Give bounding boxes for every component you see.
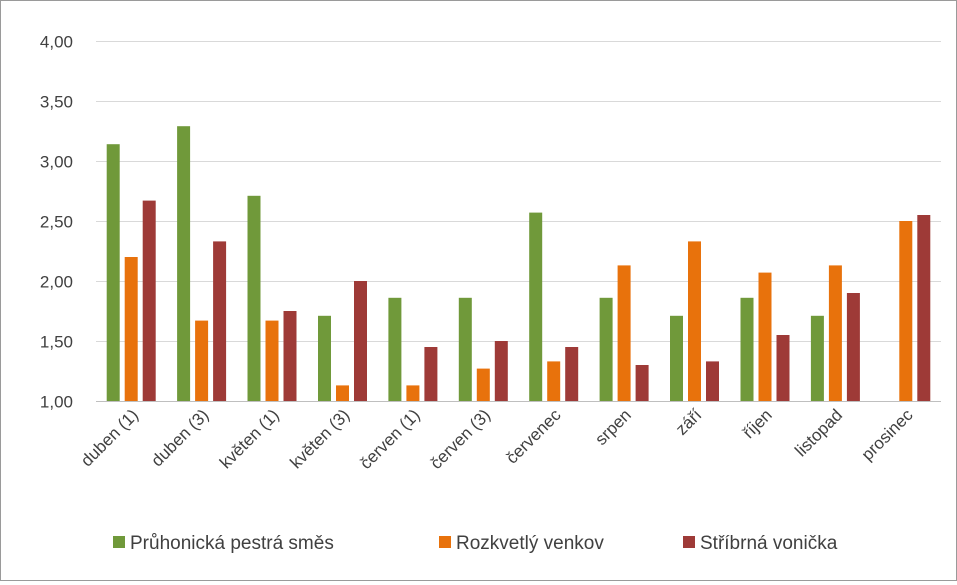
bar — [758, 272, 772, 401]
bar — [318, 315, 331, 401]
x-category-label: prosinec — [858, 405, 917, 464]
bar — [476, 368, 490, 401]
y-tick-label: 1,00 — [40, 393, 73, 412]
bar — [706, 361, 719, 401]
legend-label: Rozkvetlý venkov — [456, 533, 604, 554]
x-category-label: červenec — [502, 405, 565, 468]
x-category-label: červen (3) — [427, 405, 495, 473]
legend-label: Stříbrná vonička — [700, 533, 838, 554]
x-category-label: duben (3) — [148, 405, 213, 470]
bar — [599, 297, 613, 401]
legend-item: Průhonická pestrá směs — [113, 533, 334, 554]
bar — [247, 195, 261, 401]
bar — [740, 297, 754, 401]
bar — [354, 281, 367, 401]
x-category-label: listopad — [791, 405, 846, 460]
bar — [547, 361, 561, 401]
bar — [529, 212, 543, 401]
y-tick-label: 4,00 — [40, 33, 73, 52]
x-category-label: červen (1) — [356, 405, 424, 473]
gridlines — [96, 41, 941, 342]
y-tick-label: 3,00 — [40, 153, 73, 172]
bar — [177, 126, 191, 401]
x-category-label: září — [672, 405, 706, 439]
bar — [195, 320, 209, 401]
y-tick-label: 1,50 — [40, 333, 73, 352]
x-category-label: květen (1) — [216, 405, 283, 472]
bar — [494, 341, 508, 401]
bar — [388, 297, 402, 401]
legend-item: Rozkvetlý venkov — [439, 533, 604, 554]
y-axis-ticks: 1,00 1,50 2,00 2,50 3,00 3,50 4,00 — [40, 33, 73, 412]
bar — [458, 297, 472, 401]
legend-label: Průhonická pestrá směs — [130, 533, 334, 554]
bar — [283, 311, 297, 401]
bar — [617, 265, 631, 401]
x-category-label: květen (3) — [286, 405, 353, 472]
legend-swatch — [113, 536, 125, 548]
bar — [917, 215, 931, 401]
bar — [688, 241, 701, 401]
legend: Průhonická pestrá směs Rozkvetlý venkov St… — [113, 533, 838, 554]
bar — [635, 365, 649, 401]
bar — [828, 265, 842, 401]
bar — [424, 347, 438, 401]
legend-item: Stříbrná vonička — [683, 533, 838, 554]
bar — [406, 385, 420, 401]
legend-swatch — [683, 536, 695, 548]
bar — [265, 320, 279, 401]
x-category-label: duben (1) — [77, 405, 142, 470]
bar — [670, 315, 683, 401]
bar — [810, 315, 824, 401]
bar — [142, 200, 156, 401]
x-axis-labels: duben (1) duben (3) květen (1) květen (3) če… — [77, 405, 917, 473]
bar — [336, 385, 349, 401]
bar — [565, 347, 579, 401]
bar — [213, 241, 227, 401]
y-tick-label: 2,00 — [40, 273, 73, 292]
bar — [776, 335, 790, 401]
bars — [106, 126, 931, 401]
x-category-label: srpen — [591, 405, 635, 449]
y-tick-label: 2,50 — [40, 213, 73, 232]
x-category-label: říjen — [739, 405, 776, 442]
bar — [124, 257, 138, 401]
legend-swatch — [439, 536, 451, 548]
y-tick-label: 3,50 — [40, 93, 73, 112]
bar — [846, 293, 860, 401]
bar — [106, 144, 120, 401]
bar — [899, 221, 913, 401]
